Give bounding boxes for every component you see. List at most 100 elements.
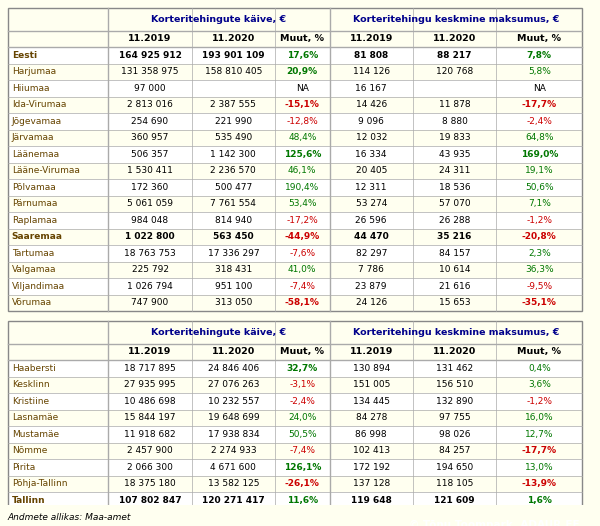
Text: 1 026 794: 1 026 794 [127, 282, 173, 291]
Text: 1 022 800: 1 022 800 [125, 232, 175, 241]
Text: Harjumaa: Harjumaa [12, 67, 56, 76]
Text: 21 616: 21 616 [439, 282, 470, 291]
Text: 48,4%: 48,4% [288, 133, 316, 143]
Text: -9,5%: -9,5% [526, 282, 553, 291]
Bar [8, 393, 583, 410]
Text: 126,1%: 126,1% [284, 463, 321, 472]
Text: 12 311: 12 311 [355, 183, 387, 192]
Text: NA: NA [296, 84, 309, 93]
Text: 64,8%: 64,8% [525, 133, 554, 143]
Text: -58,1%: -58,1% [285, 298, 320, 307]
Text: 97 000: 97 000 [134, 84, 166, 93]
Text: 9 096: 9 096 [358, 117, 384, 126]
Text: -2,4%: -2,4% [289, 397, 315, 406]
Text: 7,8%: 7,8% [527, 51, 552, 60]
Text: 172 360: 172 360 [131, 183, 169, 192]
Text: 82 297: 82 297 [356, 249, 387, 258]
Text: Lääne-Virumaa: Lääne-Virumaa [12, 166, 80, 175]
Bar [8, 377, 583, 393]
Text: 16 334: 16 334 [355, 150, 387, 159]
Text: 134 445: 134 445 [353, 397, 390, 406]
Text: 14 426: 14 426 [356, 100, 387, 109]
Text: 24 126: 24 126 [356, 298, 387, 307]
Text: 164 925 912: 164 925 912 [119, 51, 181, 60]
Bar [8, 179, 583, 196]
Text: 27 076 263: 27 076 263 [208, 380, 259, 389]
Bar [8, 426, 583, 442]
Text: 35 216: 35 216 [437, 232, 472, 241]
Bar [8, 344, 583, 360]
Text: Pirita: Pirita [12, 463, 35, 472]
Text: 10 614: 10 614 [439, 265, 470, 275]
Text: -7,6%: -7,6% [289, 249, 316, 258]
Text: 4 671 600: 4 671 600 [211, 463, 256, 472]
Text: 18 375 180: 18 375 180 [124, 479, 176, 488]
Text: 24 846 406: 24 846 406 [208, 364, 259, 373]
Text: 7 761 554: 7 761 554 [211, 199, 256, 208]
Bar [8, 492, 583, 509]
Text: 12,7%: 12,7% [525, 430, 554, 439]
Bar [8, 64, 583, 80]
Text: 1 142 300: 1 142 300 [211, 150, 256, 159]
Text: 16 167: 16 167 [355, 84, 387, 93]
Bar [8, 196, 583, 212]
Text: 20 405: 20 405 [356, 166, 387, 175]
Text: 53 274: 53 274 [356, 199, 387, 208]
Bar [8, 410, 583, 426]
Text: 2 813 016: 2 813 016 [127, 100, 173, 109]
Bar [8, 245, 583, 261]
Bar [8, 97, 583, 113]
Text: -17,2%: -17,2% [286, 216, 318, 225]
Bar [8, 47, 583, 64]
Text: 36,3%: 36,3% [525, 265, 554, 275]
Text: 2 274 933: 2 274 933 [211, 447, 256, 456]
Bar [8, 8, 583, 31]
Text: -35,1%: -35,1% [522, 298, 557, 307]
Text: 20,9%: 20,9% [287, 67, 318, 76]
Text: Raplamaa: Raplamaa [12, 216, 57, 225]
Text: -1,2%: -1,2% [526, 216, 552, 225]
Text: 8 880: 8 880 [442, 117, 467, 126]
Text: © Tõnu Toompark, ADAUR.EE: © Tõnu Toompark, ADAUR.EE [409, 520, 580, 526]
Text: 50,5%: 50,5% [288, 430, 317, 439]
Text: 7,1%: 7,1% [528, 199, 551, 208]
Text: 506 357: 506 357 [131, 150, 169, 159]
Text: 10 232 557: 10 232 557 [208, 397, 259, 406]
Text: 2 066 300: 2 066 300 [127, 463, 173, 472]
Text: 32,7%: 32,7% [287, 364, 318, 373]
Text: 2,3%: 2,3% [528, 249, 551, 258]
Text: 151 005: 151 005 [353, 380, 390, 389]
Text: Valgamaa: Valgamaa [12, 265, 56, 275]
Text: Järvamaa: Järvamaa [12, 133, 55, 143]
Text: 84 157: 84 157 [439, 249, 470, 258]
Text: Lasnamäe: Lasnamäe [12, 413, 58, 422]
Text: Korteritehingute käive, €: Korteritehingute käive, € [151, 15, 287, 24]
Text: 88 217: 88 217 [437, 51, 472, 60]
Text: Muut, %: Muut, % [280, 347, 325, 357]
Text: 11.2020: 11.2020 [433, 347, 476, 357]
Text: Läänemaa: Läänemaa [12, 150, 59, 159]
Text: 0,4%: 0,4% [528, 364, 551, 373]
Text: 11,6%: 11,6% [287, 496, 318, 505]
Text: 15 653: 15 653 [439, 298, 470, 307]
Text: 254 690: 254 690 [131, 117, 169, 126]
Bar [8, 442, 583, 459]
Text: Korteritehingu keskmine maksumus, €: Korteritehingu keskmine maksumus, € [353, 328, 559, 337]
Text: 15 844 197: 15 844 197 [124, 413, 176, 422]
Text: Muut, %: Muut, % [280, 34, 325, 43]
Text: 27 935 995: 27 935 995 [124, 380, 176, 389]
Text: Põhja-Tallinn: Põhja-Tallinn [12, 479, 67, 488]
Text: Andmete allikas: Maa-amet: Andmete allikas: Maa-amet [8, 513, 131, 522]
Text: Korteritehingute käive, €: Korteritehingute käive, € [151, 328, 287, 337]
Text: -7,4%: -7,4% [289, 282, 316, 291]
Text: 11.2019: 11.2019 [128, 34, 172, 43]
Text: 11 918 682: 11 918 682 [124, 430, 176, 439]
Text: 41,0%: 41,0% [288, 265, 317, 275]
Text: 500 477: 500 477 [215, 183, 252, 192]
Text: 814 940: 814 940 [215, 216, 252, 225]
Text: -1,2%: -1,2% [526, 397, 552, 406]
Text: 19 648 699: 19 648 699 [208, 413, 259, 422]
Text: 563 450: 563 450 [213, 232, 254, 241]
Text: Ida-Virumaa: Ida-Virumaa [12, 100, 66, 109]
Bar [8, 360, 583, 377]
